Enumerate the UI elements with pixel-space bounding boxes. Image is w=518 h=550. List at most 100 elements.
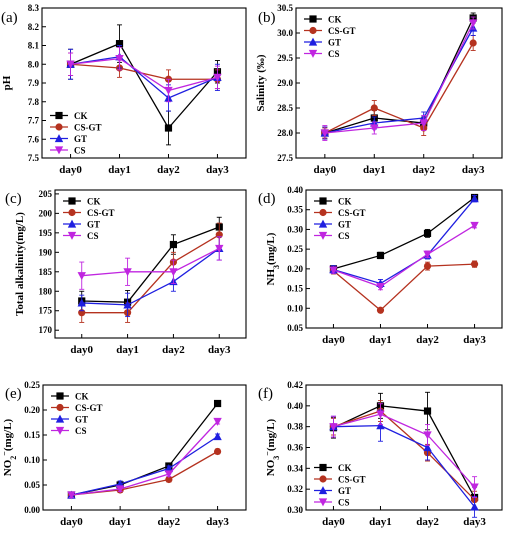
legend-item: CS: [304, 49, 340, 59]
legend-marker: [309, 15, 317, 23]
y-tick-label: 170: [39, 325, 53, 335]
y-tick-label: 175: [39, 306, 53, 316]
y-tick-label: 0.38: [287, 422, 303, 432]
data-point: [423, 443, 432, 452]
y-tick-label: 195: [39, 228, 53, 238]
y-axis-label: NH3(mg/L): [265, 232, 281, 285]
legend-item: GT: [63, 220, 100, 230]
y-tick-label: 0.40: [287, 185, 303, 195]
legend-item: CS-GT: [51, 403, 103, 413]
legend-marker: [56, 403, 64, 412]
legend-item: CS: [314, 231, 350, 241]
legend-marker: [308, 37, 318, 46]
series-line: [333, 424, 476, 508]
x-tick-label: day2: [157, 164, 180, 176]
legend-label: GT: [74, 134, 87, 144]
panel-e: 0.00 0.05 0.10 0.15 0.20 0.25 day0 day1 day2 day3…: [0, 380, 247, 528]
x-tick-label: day2: [162, 344, 185, 356]
legend-marker: [319, 197, 327, 205]
data-point: [213, 417, 222, 426]
legend-label: CS-GT: [338, 208, 366, 218]
y-tick-label: 0.05: [24, 480, 40, 490]
legend-item: GT: [314, 220, 351, 230]
series-line: [333, 196, 475, 270]
y-tick-label: 30.0: [277, 28, 293, 38]
y-tick-label: 7.8: [28, 97, 40, 107]
y-tick-label: 29.5: [277, 53, 293, 63]
legend-label: CK: [338, 463, 352, 473]
y-tick-label: 180: [39, 286, 53, 296]
series-ck: [329, 391, 479, 509]
y-axis-label: pH: [1, 75, 13, 90]
data-point: [164, 124, 173, 132]
series-line: [324, 22, 474, 134]
legend-label: CS-GT: [338, 475, 366, 485]
data-point: [423, 431, 432, 440]
x-tick-label: day1: [369, 334, 392, 346]
series-cs: [329, 221, 479, 291]
legend-marker: [68, 197, 76, 205]
series-line: [71, 450, 218, 496]
legend-label: CK: [328, 15, 342, 25]
y-tick-label: 30.5: [277, 3, 293, 13]
data-point: [423, 407, 432, 415]
y-tick-label: 0.30: [287, 505, 303, 515]
data-point: [470, 260, 479, 268]
data-point: [123, 268, 132, 277]
data-point: [213, 447, 222, 456]
data-point: [376, 410, 385, 419]
data-point: [469, 39, 477, 47]
x-tick-label: day1: [109, 516, 132, 528]
legend-marker: [318, 486, 328, 495]
y-tick-label: 0.05: [287, 323, 303, 333]
legend-marker: [54, 134, 64, 143]
series-cs: [320, 16, 478, 141]
legend-label: CS: [338, 231, 350, 241]
series-line: [70, 42, 218, 130]
data-point: [213, 399, 222, 408]
plot-frame: [42, 384, 247, 511]
y-tick-label: 0.20: [24, 405, 40, 415]
panel-letter: (e): [5, 386, 22, 402]
series-line: [81, 247, 220, 306]
series-gt: [66, 45, 222, 112]
data-point: [165, 475, 173, 484]
x-tick-label: day3: [206, 164, 229, 176]
legend-label: CS-GT: [87, 208, 115, 218]
y-tick-label: 0.34: [287, 463, 303, 473]
x-tick-label: day2: [416, 516, 439, 528]
data-point: [169, 240, 178, 249]
y-axis-label: NO3−(mg/L): [263, 418, 281, 476]
data-point: [370, 104, 378, 112]
y-tick-label: 28.5: [277, 103, 293, 113]
series-cs-gt: [321, 35, 477, 139]
y-tick-label: 28.0: [277, 128, 293, 138]
legend-item: CK: [304, 15, 342, 25]
data-point: [423, 250, 432, 259]
x-tick-label: day2: [416, 334, 439, 346]
y-tick-label: 0.40: [287, 401, 303, 411]
legend-label: CK: [338, 197, 352, 207]
y-tick-label: 0.25: [287, 244, 303, 254]
legend-item: CS-GT: [314, 208, 366, 218]
y-axis-label: Total alkalinity(mg/L): [14, 212, 26, 316]
legend-label: GT: [328, 38, 341, 48]
x-tick-label: day3: [208, 344, 231, 356]
legend-item: CS-GT: [50, 123, 102, 133]
legend-item: CS: [51, 426, 87, 436]
x-tick-label: day1: [363, 164, 386, 176]
series-line: [70, 57, 218, 92]
x-tick-label: day3: [206, 516, 229, 528]
legend-item: CS-GT: [314, 475, 366, 485]
series-cs: [329, 403, 479, 498]
x-tick-label: day0: [314, 164, 337, 176]
legend-label: GT: [338, 220, 351, 230]
legend-item: GT: [50, 134, 87, 144]
y-tick-label: 0.00: [24, 505, 40, 515]
series-gt: [320, 20, 478, 140]
data-point: [470, 221, 479, 230]
y-tick-label: 8.0: [28, 59, 40, 69]
series-line: [333, 224, 475, 288]
